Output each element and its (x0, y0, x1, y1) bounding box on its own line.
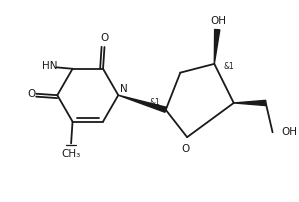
Text: OH: OH (282, 127, 298, 137)
Text: OH: OH (211, 16, 227, 26)
Polygon shape (118, 95, 167, 112)
Text: HN: HN (42, 61, 58, 71)
Text: &1: &1 (224, 62, 234, 71)
Polygon shape (234, 100, 266, 106)
Text: O: O (100, 33, 109, 43)
Text: O: O (181, 144, 190, 154)
Polygon shape (214, 29, 220, 64)
Text: CH₃: CH₃ (62, 149, 81, 159)
Text: N: N (120, 84, 127, 94)
Text: O: O (27, 89, 35, 99)
Text: &1: &1 (150, 98, 160, 107)
